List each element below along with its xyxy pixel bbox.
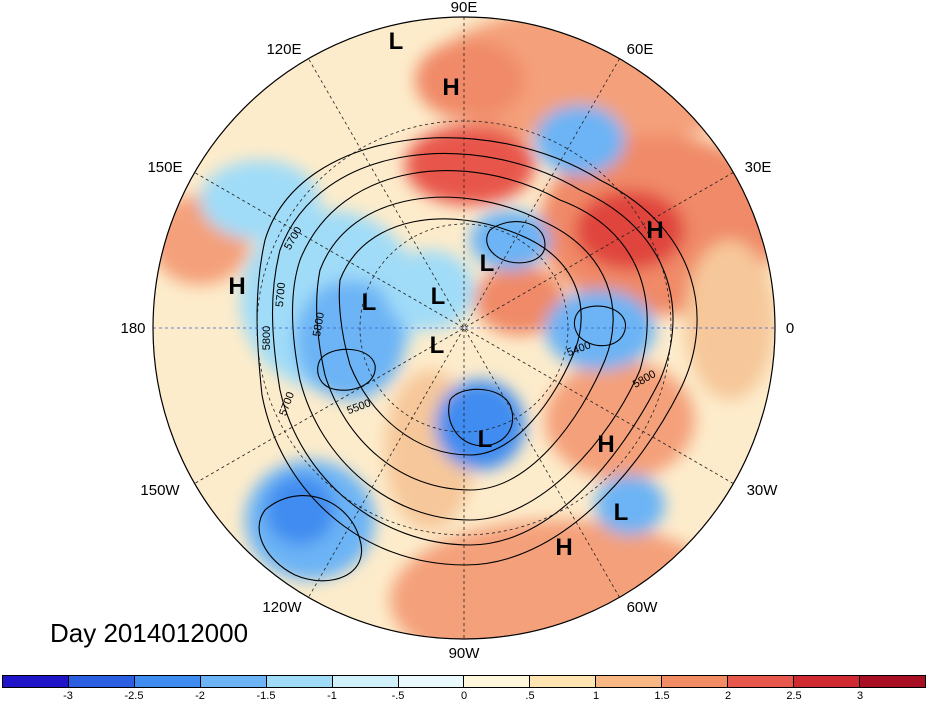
longitude-label: 180 xyxy=(120,320,145,337)
colorbar-tick-label: 2 xyxy=(724,690,732,702)
longitude-label: 120E xyxy=(266,41,301,58)
pressure-center-high: H xyxy=(555,534,572,561)
contour-value-label: 5700 xyxy=(274,282,288,307)
longitude-label: 90E xyxy=(451,0,478,16)
colorbar-tick-label: .5 xyxy=(525,690,535,702)
colorbar-swatch xyxy=(859,676,925,687)
colorbar-tick-label: 3 xyxy=(856,690,864,702)
colorbar-swatch xyxy=(332,676,399,687)
colorbar-swatch xyxy=(596,676,663,687)
height-contours xyxy=(256,137,698,582)
colorbar-swatch xyxy=(794,676,860,687)
pressure-center-high: H xyxy=(646,217,663,244)
longitude-label: 150W xyxy=(140,482,180,499)
pressure-center-low: L xyxy=(389,28,404,55)
colorbar-tick-label: -2 xyxy=(195,690,205,702)
colorbar-tick-label: 0 xyxy=(460,690,468,702)
colorbar-swatch xyxy=(3,676,69,687)
colorbar-swatch xyxy=(398,676,465,687)
pressure-center-high: H xyxy=(228,273,245,300)
pressure-center-low: L xyxy=(614,499,629,526)
day-title: Day 2014012000 xyxy=(50,618,249,648)
longitude-label: 90W xyxy=(449,645,481,662)
colorbar-swatch xyxy=(530,676,597,687)
colorbar-tick-label: -3 xyxy=(63,690,73,702)
map-boundary xyxy=(152,16,776,640)
longitude-label: 120W xyxy=(262,599,302,616)
longitude-label: 30W xyxy=(747,482,779,499)
colorbar-tick-label: -1.5 xyxy=(256,690,276,702)
colorbar-swatch xyxy=(464,676,531,687)
colorbar-swatch xyxy=(200,676,267,687)
colorbar-tick-label: -.5 xyxy=(391,690,405,702)
colorbar-swatch xyxy=(68,676,135,687)
colorbar-tick-label: -1 xyxy=(327,690,337,702)
pressure-center-low: L xyxy=(362,289,377,316)
colorbar xyxy=(2,675,926,688)
pressure-center-low: L xyxy=(480,250,495,277)
contour-value-label: 5800 xyxy=(311,311,327,337)
colorbar-tick-label: 2.5 xyxy=(786,690,802,702)
colorbar-swatch xyxy=(266,676,333,687)
pressure-center-low: L xyxy=(478,426,493,453)
colorbar-tick-label: 1 xyxy=(592,690,600,702)
graticule xyxy=(153,17,775,639)
pressure-center-high: H xyxy=(597,431,614,458)
pressure-center-low: L xyxy=(430,332,445,359)
colorbar-tick-label: -2.5 xyxy=(124,690,144,702)
longitude-label: 60E xyxy=(627,41,654,58)
longitude-label: 60W xyxy=(627,599,659,616)
pressure-center-high: H xyxy=(442,74,459,101)
anomaly-field xyxy=(153,17,775,639)
longitude-label: 0 xyxy=(786,320,794,337)
colorbar-swatch xyxy=(728,676,795,687)
longitude-label: 30E xyxy=(745,159,772,176)
polar-map: 90E 60E 30E 0 30W 60W 90W 120W 150W 180 150E 120E L… xyxy=(120,0,794,662)
colorbar-tick-label: 1.5 xyxy=(654,690,670,702)
colorbar-swatch xyxy=(662,676,729,687)
colorbar-swatch xyxy=(134,676,201,687)
longitude-label: 150E xyxy=(147,159,182,176)
pressure-center-low: L xyxy=(431,283,446,310)
contour-value-label: 5800 xyxy=(261,326,273,350)
